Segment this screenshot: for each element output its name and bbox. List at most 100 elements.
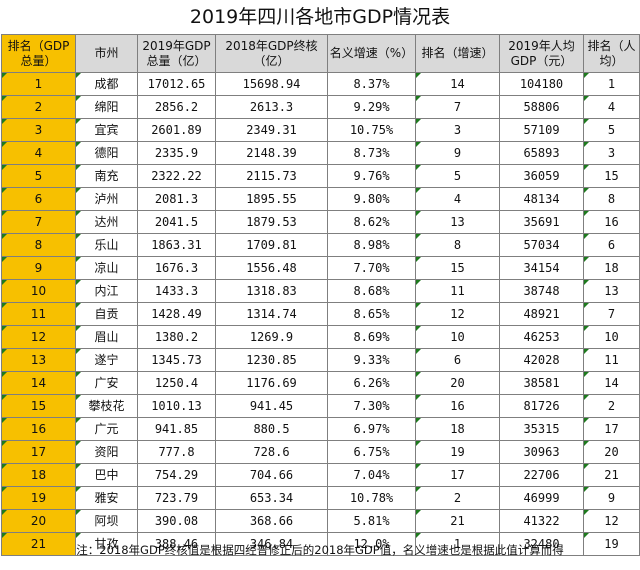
header-gdp-2018: 2018年GDP终核（亿） bbox=[215, 34, 328, 73]
cell-per-capita: 42028 bbox=[499, 348, 584, 372]
cell-per-capita-rank: 9 bbox=[583, 486, 640, 510]
cell-gdp-2019: 723.79 bbox=[137, 486, 216, 510]
cell-per-capita-rank: 11 bbox=[583, 348, 640, 372]
table-row: 14 广安 1250.4 1176.69 6.26% 20 38581 14 bbox=[1, 371, 640, 395]
cell-growth: 10.75% bbox=[327, 118, 416, 142]
cell-rank: 10 bbox=[1, 279, 76, 303]
cell-city: 眉山 bbox=[75, 325, 138, 349]
cell-per-capita: 38748 bbox=[499, 279, 584, 303]
cell-growth: 6.75% bbox=[327, 440, 416, 464]
cell-growth-rank: 10 bbox=[415, 325, 500, 349]
cell-city: 阿坝 bbox=[75, 509, 138, 533]
cell-city: 雅安 bbox=[75, 486, 138, 510]
cell-rank: 15 bbox=[1, 394, 76, 418]
cell-per-capita-rank: 2 bbox=[583, 394, 640, 418]
cell-gdp-2019: 388.46 bbox=[137, 532, 216, 556]
header-city: 市州 bbox=[75, 34, 138, 73]
cell-gdp-2018: 1230.85 bbox=[215, 348, 328, 372]
cell-growth: 7.30% bbox=[327, 394, 416, 418]
cell-growth-rank: 6 bbox=[415, 348, 500, 372]
table-row: 13 遂宁 1345.73 1230.85 9.33% 6 42028 11 bbox=[1, 348, 640, 372]
table-row: 3 宜宾 2601.89 2349.31 10.75% 3 57109 5 bbox=[1, 118, 640, 142]
cell-growth: 9.80% bbox=[327, 187, 416, 211]
cell-city: 南充 bbox=[75, 164, 138, 188]
cell-per-capita-rank: 1 bbox=[583, 72, 640, 96]
cell-per-capita-rank: 3 bbox=[583, 141, 640, 165]
cell-rank: 8 bbox=[1, 233, 76, 257]
table-row: 10 内江 1433.3 1318.83 8.68% 11 38748 13 bbox=[1, 279, 640, 303]
cell-gdp-2019: 1010.13 bbox=[137, 394, 216, 418]
cell-per-capita-rank: 12 bbox=[583, 509, 640, 533]
cell-gdp-2019: 1428.49 bbox=[137, 302, 216, 326]
cell-per-capita-rank: 15 bbox=[583, 164, 640, 188]
cell-gdp-2018: 346.84 bbox=[215, 532, 328, 556]
header-growth: 名义增速（%） bbox=[327, 34, 416, 73]
cell-per-capita: 57034 bbox=[499, 233, 584, 257]
cell-gdp-2019: 2856.2 bbox=[137, 95, 216, 119]
cell-per-capita: 38581 bbox=[499, 371, 584, 395]
cell-rank: 20 bbox=[1, 509, 76, 533]
cell-per-capita-rank: 5 bbox=[583, 118, 640, 142]
footnote: 注：2018年GDP终核值是根据四经普修正后的2018年GDP值，名义增速也是根… bbox=[76, 543, 564, 557]
cell-growth: 12.0% bbox=[327, 532, 416, 556]
cell-per-capita: 35691 bbox=[499, 210, 584, 234]
cell-per-capita: 46253 bbox=[499, 325, 584, 349]
cell-growth-rank: 7 bbox=[415, 95, 500, 119]
table-title: 2019年四川各地市GDP情况表 bbox=[189, 6, 451, 28]
cell-gdp-2018: 1318.83 bbox=[215, 279, 328, 303]
cell-gdp-2018: 2613.3 bbox=[215, 95, 328, 119]
cell-per-capita: 46999 bbox=[499, 486, 584, 510]
cell-per-capita-rank: 4 bbox=[583, 95, 640, 119]
cell-gdp-2019: 1433.3 bbox=[137, 279, 216, 303]
cell-per-capita-rank: 20 bbox=[583, 440, 640, 464]
cell-gdp-2018: 1556.48 bbox=[215, 256, 328, 280]
cell-rank: 18 bbox=[1, 463, 76, 487]
cell-gdp-2019: 17012.65 bbox=[137, 72, 216, 96]
table-row: 19 雅安 723.79 653.34 10.78% 2 46999 9 bbox=[1, 486, 640, 510]
header-per-capita-rank: 排名（人均） bbox=[583, 34, 640, 73]
table-row: 21 甘孜 388.46 346.84 12.0% 1 32480 19 bbox=[1, 532, 640, 556]
table-row: 4 德阳 2335.9 2148.39 8.73% 9 65893 3 bbox=[1, 141, 640, 165]
cell-per-capita: 36059 bbox=[499, 164, 584, 188]
cell-growth: 8.62% bbox=[327, 210, 416, 234]
cell-gdp-2018: 2349.31 bbox=[215, 118, 328, 142]
cell-growth: 8.37% bbox=[327, 72, 416, 96]
table-row: 16 广元 941.85 880.5 6.97% 18 35315 17 bbox=[1, 417, 640, 441]
cell-per-capita: 65893 bbox=[499, 141, 584, 165]
cell-rank: 3 bbox=[1, 118, 76, 142]
cell-gdp-2018: 2115.73 bbox=[215, 164, 328, 188]
cell-city: 乐山 bbox=[75, 233, 138, 257]
cell-growth-rank: 11 bbox=[415, 279, 500, 303]
cell-city: 内江 bbox=[75, 279, 138, 303]
cell-city: 广元 bbox=[75, 417, 138, 441]
cell-city: 宜宾 bbox=[75, 118, 138, 142]
cell-gdp-2019: 754.29 bbox=[137, 463, 216, 487]
cell-gdp-2019: 2041.5 bbox=[137, 210, 216, 234]
cell-growth: 9.76% bbox=[327, 164, 416, 188]
cell-city: 成都 bbox=[75, 72, 138, 96]
cell-city: 泸州 bbox=[75, 187, 138, 211]
cell-per-capita: 41322 bbox=[499, 509, 584, 533]
cell-gdp-2019: 941.85 bbox=[137, 417, 216, 441]
cell-gdp-2019: 2322.22 bbox=[137, 164, 216, 188]
cell-per-capita: 35315 bbox=[499, 417, 584, 441]
cell-gdp-2018: 653.34 bbox=[215, 486, 328, 510]
cell-rank: 9 bbox=[1, 256, 76, 280]
header-rank: 排名（GDP总量） bbox=[1, 34, 76, 73]
cell-growth-rank: 1 bbox=[415, 532, 500, 556]
table-row: 12 眉山 1380.2 1269.9 8.69% 10 46253 10 bbox=[1, 325, 640, 349]
cell-growth: 7.04% bbox=[327, 463, 416, 487]
cell-gdp-2018: 728.6 bbox=[215, 440, 328, 464]
cell-per-capita: 48134 bbox=[499, 187, 584, 211]
cell-city: 资阳 bbox=[75, 440, 138, 464]
cell-gdp-2018: 941.45 bbox=[215, 394, 328, 418]
cell-growth-rank: 2 bbox=[415, 486, 500, 510]
cell-city: 遂宁 bbox=[75, 348, 138, 372]
cell-rank: 14 bbox=[1, 371, 76, 395]
cell-per-capita-rank: 6 bbox=[583, 233, 640, 257]
cell-growth-rank: 16 bbox=[415, 394, 500, 418]
cell-city: 达州 bbox=[75, 210, 138, 234]
cell-gdp-2018: 1879.53 bbox=[215, 210, 328, 234]
cell-per-capita-rank: 10 bbox=[583, 325, 640, 349]
table-row: 5 南充 2322.22 2115.73 9.76% 5 36059 15 bbox=[1, 164, 640, 188]
